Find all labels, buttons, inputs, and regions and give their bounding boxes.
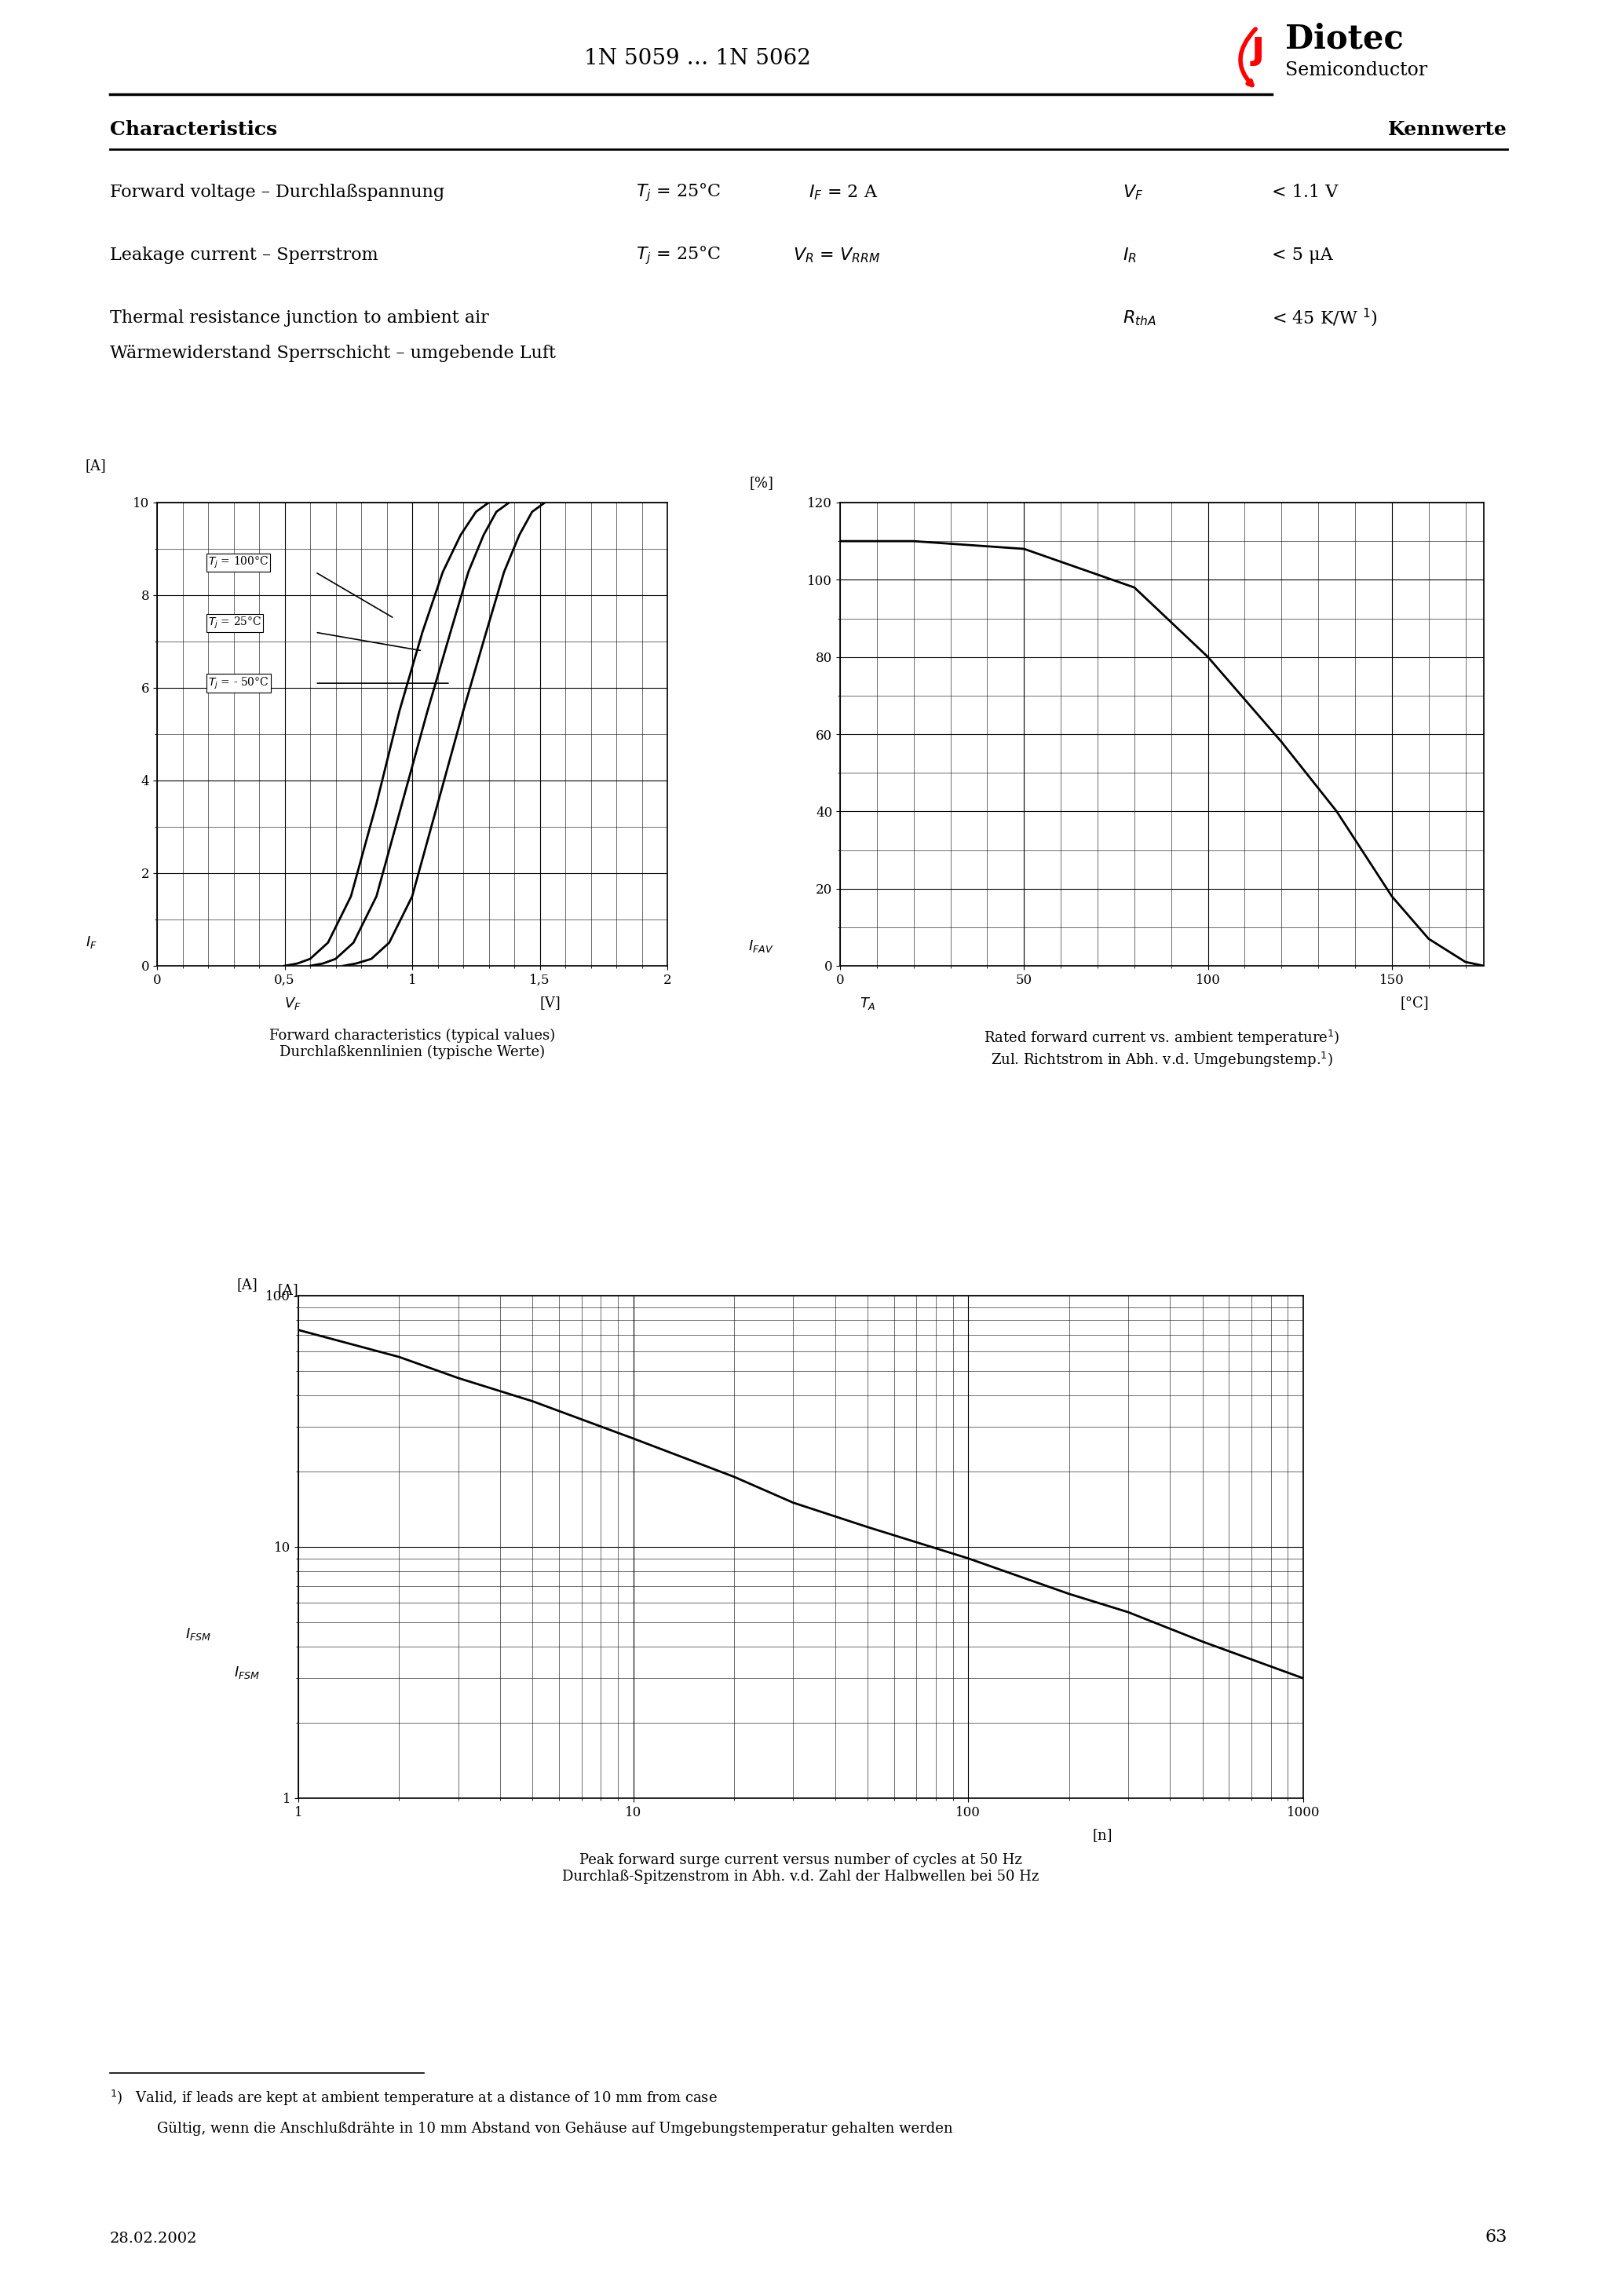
Text: < 1.1 V: < 1.1 V (1272, 184, 1338, 202)
Text: Wärmewiderstand Sperrschicht – umgebende Luft: Wärmewiderstand Sperrschicht – umgebende… (110, 344, 556, 363)
Text: $T_j$ = 25°C: $T_j$ = 25°C (208, 615, 261, 631)
Text: [n]: [n] (1092, 1828, 1113, 1841)
Text: Gültig, wenn die Anschlußdrähte in 10 mm Abstand von Gehäuse auf Umgebungstemper: Gültig, wenn die Anschlußdrähte in 10 mm… (157, 2122, 952, 2135)
Text: Thermal resistance junction to ambient air: Thermal resistance junction to ambient a… (110, 310, 488, 326)
Text: $I_{FSM}$: $I_{FSM}$ (185, 1626, 211, 1642)
Text: [V]: [V] (540, 996, 561, 1010)
Text: 1N 5059 … 1N 5062: 1N 5059 … 1N 5062 (584, 48, 811, 69)
Text: Kennwerte: Kennwerte (1388, 119, 1507, 140)
Text: $V_F$: $V_F$ (1122, 184, 1144, 202)
Text: Semiconductor: Semiconductor (1285, 62, 1427, 80)
Text: $^1$)   Valid, if leads are kept at ambient temperature at a distance of 10 mm f: $^1$) Valid, if leads are kept at ambien… (110, 2089, 717, 2108)
Text: $T_A$: $T_A$ (860, 996, 876, 1010)
Text: 28.02.2002: 28.02.2002 (110, 2232, 198, 2245)
Text: ȷ: ȷ (1251, 28, 1265, 67)
Text: $T_j$ = 25°C: $T_j$ = 25°C (636, 243, 722, 266)
Text: $R_{thA}$: $R_{thA}$ (1122, 308, 1156, 328)
Text: Peak forward surge current versus number of cycles at 50 Hz
Durchlaß-Spitzenstro: Peak forward surge current versus number… (563, 1853, 1040, 1883)
Text: Diotec: Diotec (1285, 23, 1403, 55)
Text: Characteristics: Characteristics (110, 119, 277, 140)
Text: [A]: [A] (237, 1277, 258, 1293)
Text: Forward characteristics (typical values)
Durchlaßkennlinien (typische Werte): Forward characteristics (typical values)… (269, 1029, 555, 1058)
Text: $I_{FAV}$: $I_{FAV}$ (748, 939, 774, 955)
Text: $I_F$: $I_F$ (86, 934, 97, 951)
Text: [A]: [A] (277, 1283, 298, 1297)
Text: < 5 μA: < 5 μA (1272, 246, 1333, 264)
Text: [°C]: [°C] (1400, 996, 1429, 1010)
Text: Rated forward current vs. ambient temperature$^1$)
Zul. Richtstrom in Abh. v.d. : Rated forward current vs. ambient temper… (985, 1029, 1340, 1070)
Text: Forward voltage – Durchlaßspannung: Forward voltage – Durchlaßspannung (110, 184, 444, 202)
Text: $I_R$: $I_R$ (1122, 246, 1137, 264)
Text: [A]: [A] (86, 459, 107, 473)
Text: $T_j$ = 100°C: $T_j$ = 100°C (208, 556, 269, 569)
Text: $I_{FSM}$: $I_{FSM}$ (234, 1665, 260, 1681)
Text: $T_j$ = - 50°C: $T_j$ = - 50°C (208, 675, 269, 691)
Text: $V_F$: $V_F$ (284, 996, 302, 1010)
Text: $T_j$ = 25°C: $T_j$ = 25°C (636, 181, 722, 204)
Text: $V_R$ = $V_{RRM}$: $V_R$ = $V_{RRM}$ (793, 246, 881, 264)
Text: < 45 K/W $^1$): < 45 K/W $^1$) (1272, 308, 1377, 328)
Text: $I_F$ = 2 A: $I_F$ = 2 A (809, 184, 878, 202)
Text: 63: 63 (1486, 2229, 1507, 2245)
Text: Leakage current – Sperrstrom: Leakage current – Sperrstrom (110, 246, 378, 264)
Text: [%]: [%] (749, 475, 774, 491)
